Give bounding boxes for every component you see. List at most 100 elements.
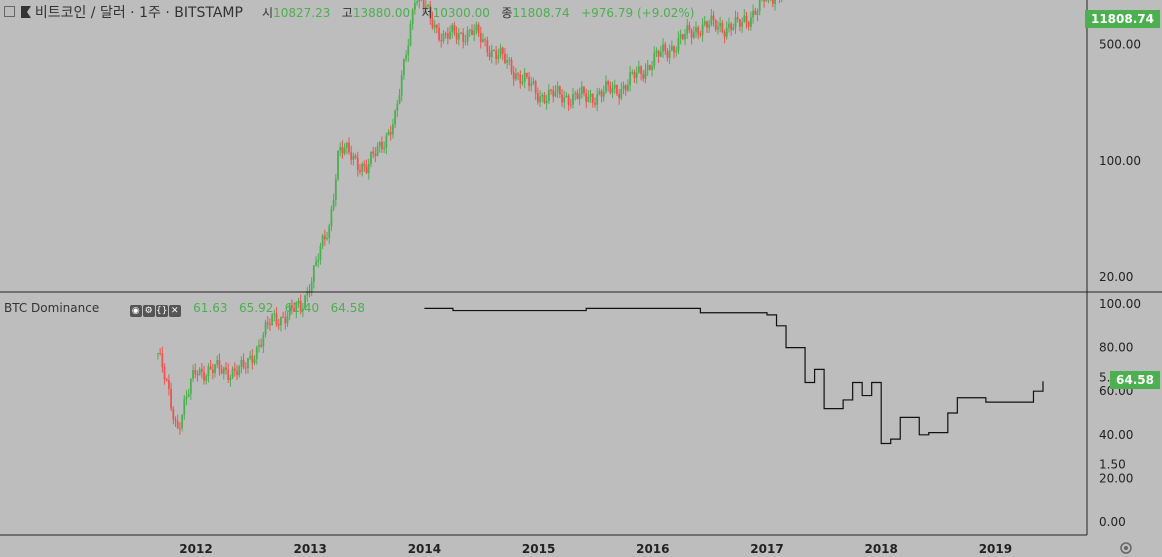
candle-body <box>620 88 623 99</box>
candle-body <box>350 152 353 160</box>
candle-body <box>488 52 491 58</box>
settings-gear-icon[interactable] <box>1120 542 1132 554</box>
candle-body <box>354 155 357 158</box>
settings-icon[interactable]: ⚙ <box>142 305 155 317</box>
candle-body <box>556 85 559 92</box>
candle-body <box>499 47 502 56</box>
candle-body <box>695 27 697 33</box>
flag-icon[interactable] <box>21 6 31 18</box>
candle-body <box>536 93 539 103</box>
candle-body <box>247 358 249 369</box>
candle-body <box>168 380 170 389</box>
candle-body <box>622 85 625 89</box>
dominance-tick-label: 40.00 <box>1099 428 1133 442</box>
candle-body <box>225 367 227 370</box>
candle-body <box>457 33 460 40</box>
candle-body <box>312 265 315 282</box>
candle-body <box>172 408 175 420</box>
candle-body <box>198 368 201 376</box>
candle-body <box>545 100 548 104</box>
high-label: 고 <box>341 6 353 20</box>
candle-body <box>381 142 383 150</box>
close-label: 종 <box>501 6 513 20</box>
time-axis[interactable]: 2012 2013 2014 2015 2016 2017 2018 2019 <box>179 542 1012 556</box>
candle-body <box>187 393 190 397</box>
candle-body <box>569 104 572 106</box>
candle-body <box>717 26 719 30</box>
candle-body <box>218 360 221 370</box>
candle-body <box>453 25 456 33</box>
candle-body <box>403 58 405 76</box>
candle-body <box>475 24 478 31</box>
indicator-legend[interactable]: BTC Dominance ◉ ⚙{} ✕ 61.63 65.92 61.40 64… <box>4 301 365 317</box>
candle-body <box>721 23 724 32</box>
candle-body <box>181 415 183 429</box>
candle-body <box>543 95 546 104</box>
candle-body <box>666 50 669 58</box>
candle-body <box>326 238 328 240</box>
candle-body <box>205 376 208 381</box>
candle-body <box>712 15 715 21</box>
candle-body <box>602 91 605 97</box>
dominance-line <box>424 307 1044 445</box>
candle-body <box>510 59 513 73</box>
candle-body <box>220 369 223 374</box>
candle-body <box>681 34 684 40</box>
candle-body <box>361 163 364 172</box>
candle-body <box>642 73 645 79</box>
candle-body <box>688 25 691 31</box>
candle-body <box>730 23 733 30</box>
collapse-icon[interactable] <box>4 6 15 17</box>
candle-body <box>664 44 667 51</box>
indicator-value-4: 64.58 <box>330 301 365 315</box>
candle-body <box>692 32 695 38</box>
candle-body <box>295 303 298 312</box>
candle-body <box>596 94 599 105</box>
candle-body <box>605 81 607 92</box>
candle-body <box>646 64 649 70</box>
candle-body <box>532 81 535 84</box>
candle-body <box>442 33 445 42</box>
candle-body <box>521 81 524 84</box>
indicator-name[interactable]: BTC Dominance <box>4 301 100 315</box>
candle-body <box>607 81 610 86</box>
candle-body <box>277 323 280 326</box>
candle-body <box>471 29 473 35</box>
source-code-icon[interactable]: {} <box>155 305 168 317</box>
dominance-tick-label: 20.00 <box>1099 471 1133 485</box>
candle-body <box>451 25 454 32</box>
candle-body <box>673 46 675 53</box>
candle-body <box>743 15 746 23</box>
price-tick-label: 100.00 <box>1099 154 1141 168</box>
candle-body <box>383 147 386 150</box>
candle-body <box>242 359 245 368</box>
candle-body <box>774 0 776 5</box>
candle-body <box>611 88 614 93</box>
symbol-legend[interactable]: 비트코인 / 달러 · 1주 · BITSTAMP 시10827.23 고138… <box>4 2 695 22</box>
x-tick-label: 2016 <box>636 542 669 556</box>
candle-body <box>407 45 410 56</box>
candle-body <box>323 235 326 240</box>
remove-icon[interactable]: ✕ <box>168 305 181 317</box>
candle-body <box>440 40 443 42</box>
candle-body <box>697 27 700 35</box>
candle-body <box>466 30 469 42</box>
candle-body <box>679 34 682 38</box>
visibility-icon[interactable]: ◉ <box>129 305 142 317</box>
candle-body <box>455 32 458 40</box>
candle-body <box>653 52 656 67</box>
candle-body <box>530 83 533 86</box>
candle-body <box>334 179 337 200</box>
candle-body <box>490 49 493 58</box>
candle-body <box>482 39 484 43</box>
candle-body <box>356 157 359 170</box>
candle-body <box>236 370 238 376</box>
candle-body <box>317 259 320 262</box>
symbol-title[interactable]: 비트코인 / 달러 · 1주 · BITSTAMP <box>34 5 243 21</box>
candle-body <box>418 0 421 2</box>
candle-body <box>376 146 379 156</box>
candle-body <box>244 367 247 369</box>
